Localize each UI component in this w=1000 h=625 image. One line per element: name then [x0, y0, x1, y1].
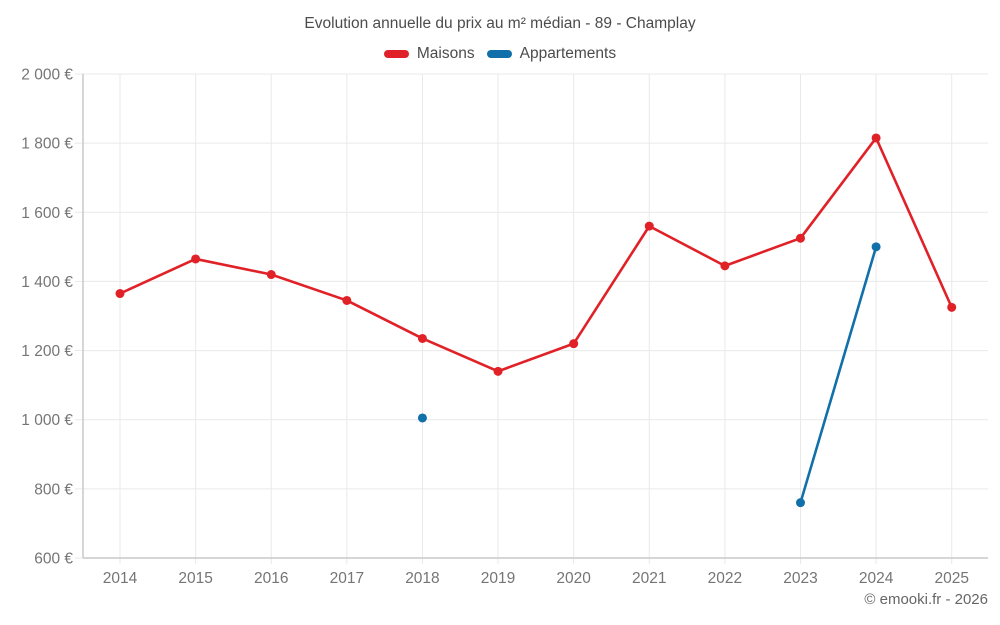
- maisons-legend-swatch-icon: [383, 50, 409, 58]
- y-axis-label: 1 800 €: [21, 136, 73, 153]
- series-line-maisons: [118, 136, 954, 373]
- y-axis-label: 1 600 €: [21, 205, 73, 222]
- x-axis-label: 2016: [254, 570, 288, 587]
- y-axis-label: 1 400 €: [21, 274, 73, 291]
- y-axis-label: 1 200 €: [21, 343, 73, 360]
- data-point-appartements-2023: [795, 498, 805, 508]
- data-point-maisons-2020: [569, 339, 579, 349]
- x-axis-label: 2017: [330, 570, 364, 587]
- y-axis-label: 600 €: [34, 551, 73, 568]
- attribution: © emooki.fr - 2026: [864, 591, 988, 608]
- data-point-maisons-2018: [417, 333, 427, 343]
- data-point-maisons-2017: [342, 295, 352, 305]
- legend-item-appartements[interactable]: Appartements: [486, 45, 617, 63]
- data-point-maisons-2024: [871, 133, 881, 143]
- y-axis-label: 2 000 €: [21, 67, 73, 84]
- data-point-maisons-2016: [266, 270, 276, 280]
- x-axis-label: 2025: [934, 570, 968, 587]
- x-axis-label: 2019: [481, 570, 515, 587]
- series-line-appartements: [799, 245, 878, 504]
- y-axis-label: 1 000 €: [21, 412, 73, 429]
- data-point-maisons-2015: [191, 254, 201, 264]
- data-point-maisons-2021: [644, 221, 654, 231]
- chart-title: Evolution annuelle du prix au m² médian …: [304, 15, 696, 32]
- data-point-appartements-2024: [871, 242, 881, 252]
- maisons-legend-label: Maisons: [416, 45, 475, 62]
- appartements-legend-swatch-icon: [486, 50, 512, 58]
- x-axis-label: 2020: [556, 570, 591, 587]
- data-point-maisons-2023: [795, 233, 805, 243]
- x-axis-label: 2018: [405, 570, 439, 587]
- appartements-legend-label: Appartements: [519, 45, 617, 62]
- data-point-maisons-2022: [720, 261, 730, 271]
- chart-legend: Maisons Appartements: [0, 45, 1000, 63]
- y-axis-label: 800 €: [34, 481, 73, 498]
- x-axis-label: 2024: [859, 570, 894, 587]
- x-axis-label: 2015: [178, 570, 212, 587]
- legend-item-maisons[interactable]: Maisons: [383, 45, 475, 63]
- x-axis-label: 2014: [103, 570, 138, 587]
- x-axis-label: 2021: [632, 570, 666, 587]
- data-point-maisons-2025: [947, 302, 957, 312]
- x-axis-label: 2023: [783, 570, 817, 587]
- data-point-maisons-2019: [493, 366, 503, 376]
- data-point-maisons-2014: [115, 289, 125, 299]
- x-axis-label: 2022: [708, 570, 742, 587]
- data-point-appartements-2018: [417, 413, 427, 423]
